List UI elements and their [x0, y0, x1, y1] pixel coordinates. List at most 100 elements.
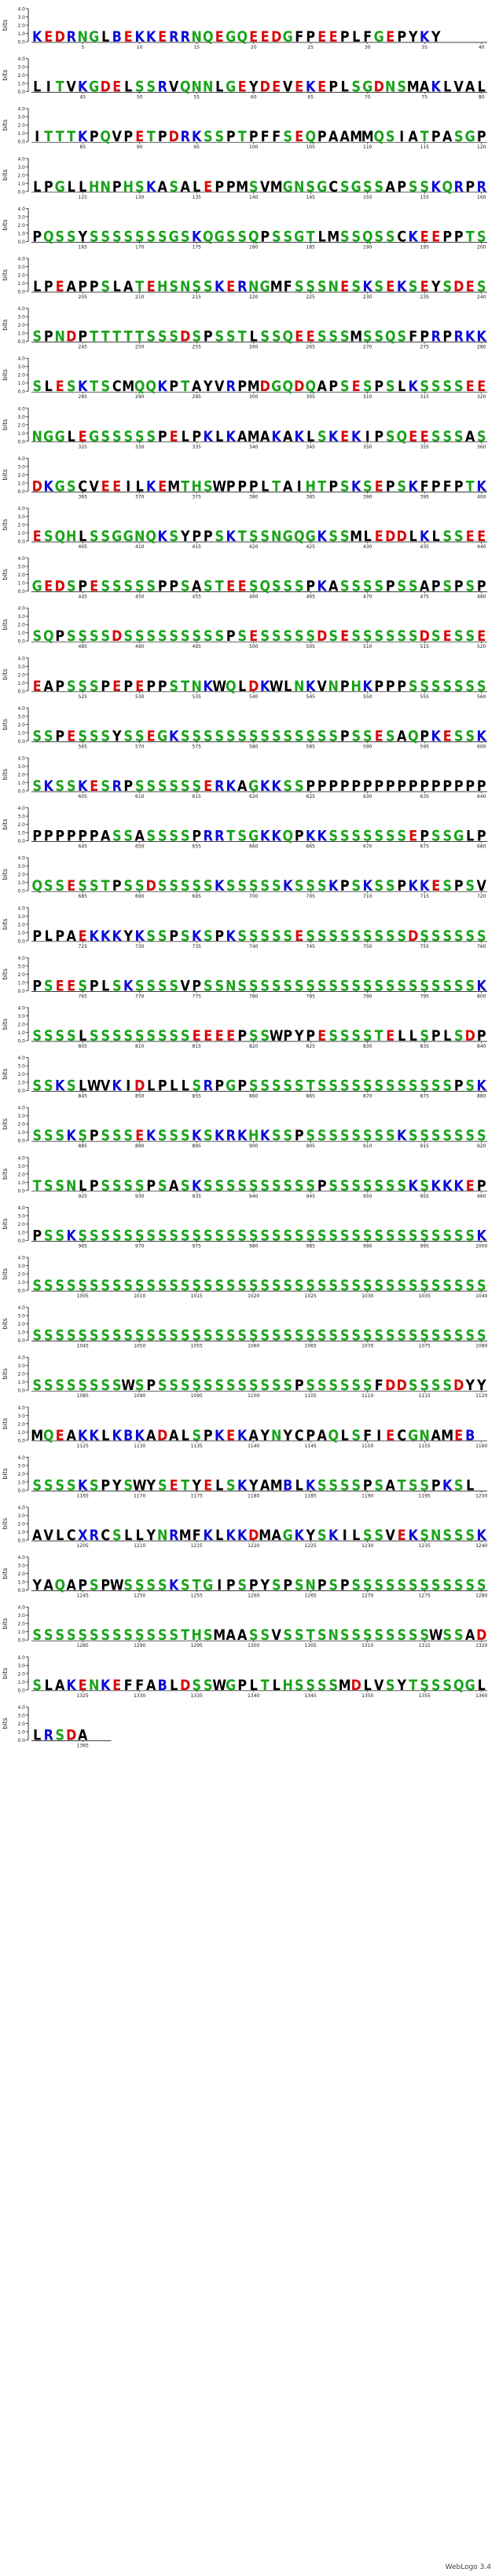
x-tick-label: 935 [193, 1194, 202, 1199]
residue-letter: S [90, 1477, 99, 1494]
residue-letter: K [226, 778, 237, 795]
y-tick-label: 3.0 [17, 914, 25, 920]
residue-letter: S [146, 778, 156, 795]
x-tick-label: 1200 [475, 1493, 487, 1498]
residue-letter: M [122, 379, 134, 395]
x-tick-label: 300 [249, 394, 259, 400]
residue-letter: K [260, 829, 270, 845]
y-tick-label: 2.0 [17, 1023, 25, 1028]
residue-letter: N [89, 1678, 99, 1694]
residue-letter: R [181, 129, 190, 145]
residue-letter: E [204, 179, 212, 196]
residue-letter: T [272, 478, 281, 495]
residue-letter: S [32, 329, 42, 346]
residue-letter: Y [283, 1428, 293, 1444]
y-tick-label: 0.0 [17, 90, 25, 95]
residue-letter: S [123, 878, 133, 895]
residue-letter: S [374, 829, 383, 845]
residue-letter: S [32, 1627, 42, 1644]
residue-letter: A [237, 1627, 248, 1644]
residue-letter: S [283, 778, 292, 795]
residue-letter: S [340, 1078, 350, 1095]
residue-letter: P [44, 279, 53, 295]
residue-letter: K [409, 1528, 419, 1544]
residue-letter: K [78, 79, 88, 96]
residue-letter: S [386, 628, 395, 645]
residue-letter: S [328, 1228, 338, 1244]
residue-letter: S [317, 1378, 327, 1394]
x-tick-label: 420 [249, 544, 259, 550]
residue-letter: S [158, 229, 167, 245]
residue-letter: R [112, 778, 122, 795]
residue-letter: S [351, 1278, 361, 1294]
residue-letter: S [249, 579, 259, 595]
residue-letter: Q [43, 628, 54, 645]
x-tick-label: 1255 [191, 1594, 203, 1599]
residue-letter: S [101, 429, 110, 445]
residue-letter: P [32, 1228, 42, 1244]
residue-letter: S [340, 1228, 350, 1244]
x-tick-label: 1085 [77, 1393, 89, 1399]
residue-letter: P [328, 778, 338, 795]
residue-letter: P [328, 379, 338, 395]
residue-letter: S [363, 478, 372, 495]
residue-letter: L [124, 1528, 132, 1544]
x-tick-label: 980 [249, 1243, 259, 1249]
residue-letter: S [317, 928, 327, 945]
residue-letter: L [147, 1078, 155, 1095]
residue-letter: S [135, 1228, 145, 1244]
residue-letter: S [442, 978, 452, 994]
y-tick-label: 1.0 [17, 681, 25, 686]
residue-letter: S [454, 429, 464, 445]
residue-letter: P [431, 1028, 441, 1045]
residue-letter: S [44, 1627, 53, 1644]
residue-letter: K [112, 1428, 123, 1444]
residue-letter: L [478, 1678, 486, 1694]
residue-letter: E [135, 129, 144, 145]
residue-letter: S [454, 628, 464, 645]
residue-letter: Q [282, 379, 293, 395]
y-tick-label: 2.0 [17, 1222, 25, 1228]
y-tick-label: 1.0 [17, 481, 25, 486]
residue-letter: S [204, 878, 213, 895]
residue-letter: H [351, 679, 361, 695]
residue-letter: S [317, 1528, 327, 1544]
x-tick-label: 80 [479, 95, 485, 101]
residue-letter: S [306, 1228, 315, 1244]
residue-letter: S [477, 928, 486, 945]
residue-letter: S [44, 1078, 53, 1095]
residue-letter: H [306, 478, 316, 495]
x-tick-label: 15 [193, 45, 200, 50]
residue-letter: S [260, 878, 270, 895]
y-tick-label: 1.0 [17, 431, 25, 437]
residue-letter: M [339, 1678, 351, 1694]
residue-letter: S [101, 1378, 110, 1394]
y-tick-label: 2.0 [17, 873, 25, 878]
x-tick-label: 685 [79, 894, 88, 899]
residue-letter: L [215, 429, 223, 445]
residue-letter: E [352, 379, 361, 395]
residue-letter: P [328, 478, 338, 495]
residue-letter: S [158, 829, 167, 845]
residue-letter: S [135, 728, 145, 745]
residue-letter: S [351, 928, 361, 945]
residue-letter: A [442, 129, 453, 145]
residue-letter: S [249, 1178, 259, 1195]
residue-letter: S [397, 628, 406, 645]
residue-letter: L [261, 478, 269, 495]
x-tick-label: 650 [135, 844, 145, 850]
residue-letter: S [112, 1328, 122, 1345]
residue-letter: S [90, 1228, 99, 1244]
x-tick-label: 700 [249, 894, 259, 899]
residue-letter: S [454, 1228, 464, 1244]
residue-letter: N [328, 679, 339, 695]
y-tick-label: 1.0 [17, 631, 25, 636]
residue-letter: S [442, 679, 452, 695]
y-tick-label: 0.0 [17, 889, 25, 895]
residue-letter: E [204, 1028, 212, 1045]
residue-letter: S [420, 1578, 429, 1594]
residue-letter: S [55, 778, 64, 795]
residue-letter: L [33, 1727, 41, 1744]
residue-letter: A [135, 829, 145, 845]
